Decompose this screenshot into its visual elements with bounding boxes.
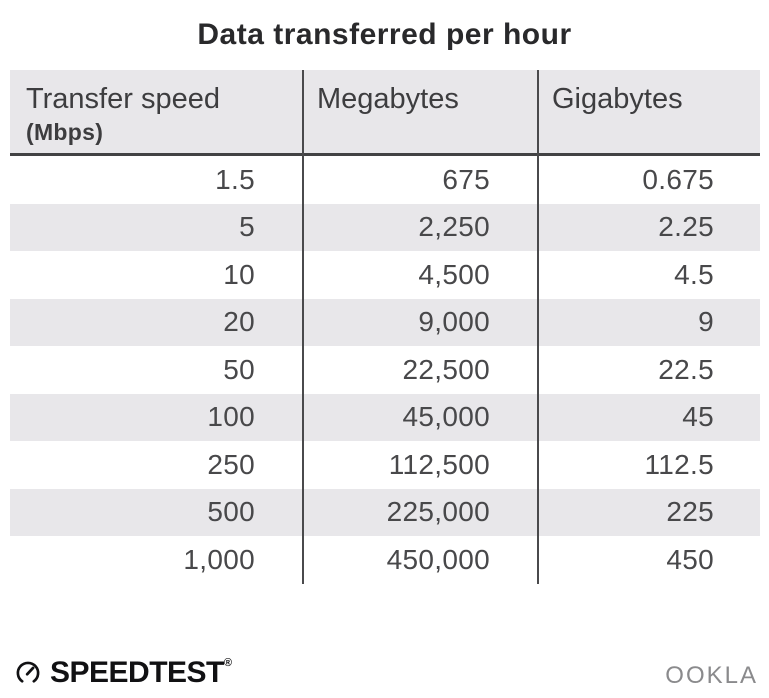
cell-gigabytes: 2.25: [658, 211, 714, 243]
column-divider: [537, 70, 539, 584]
cell-gigabytes: 22.5: [658, 353, 714, 385]
data-table: Transfer speed (Mbps) Megabytes Gigabyte…: [10, 70, 760, 584]
column-divider: [302, 70, 304, 584]
speedtest-logo: SPEEDTEST®: [14, 656, 232, 690]
column-header-unit: (Mbps): [26, 118, 104, 145]
cell-megabytes: 112,500: [388, 448, 490, 480]
cell-transfer-speed: 20: [223, 306, 255, 338]
cell-gigabytes: 45: [682, 401, 714, 433]
table-row: 250 112,500 112.5: [10, 441, 760, 489]
table-row: 500 225,000 225: [10, 488, 760, 536]
speedtest-wordmark: SPEEDTEST®: [50, 656, 232, 690]
registered-trademark-mark: ®: [223, 657, 232, 669]
page-title: Data transferred per hour: [197, 18, 572, 51]
cell-gigabytes: 9: [698, 306, 714, 338]
speedtest-gauge-icon: [14, 659, 42, 687]
cell-transfer-speed: 1.5: [215, 163, 255, 195]
table-row: 50 22,500 22.5: [10, 346, 760, 394]
table-body: 1.5 675 0.675 5 2,250 2.25 10 4,500 4.5 …: [10, 156, 760, 584]
cell-transfer-speed: 50: [223, 353, 255, 385]
cell-gigabytes: 225: [666, 496, 714, 528]
cell-megabytes: 22,500: [402, 353, 490, 385]
cell-megabytes: 675: [442, 163, 490, 195]
column-header-label: Megabytes: [317, 83, 459, 115]
column-header-label: Transfer speed: [26, 83, 220, 115]
speedtest-label: SPEEDTEST: [50, 656, 224, 689]
cell-gigabytes: 0.675: [642, 163, 714, 195]
table-row: 20 9,000 9: [10, 298, 760, 346]
table-row: 1,000 450,000 450: [10, 536, 760, 584]
cell-transfer-speed: 1,000: [183, 543, 255, 575]
cell-transfer-speed: 500: [207, 496, 255, 528]
cell-megabytes: 45,000: [402, 401, 490, 433]
column-header-label: Gigabytes: [552, 83, 683, 115]
table-row: 100 45,000 45: [10, 393, 760, 441]
cell-megabytes: 2,250: [418, 211, 490, 243]
footer: SPEEDTEST® OOKLA: [0, 648, 769, 698]
table-row: 1.5 675 0.675: [10, 156, 760, 204]
table-header-row: Transfer speed (Mbps) Megabytes Gigabyte…: [10, 70, 760, 156]
column-header-gigabytes: Gigabytes: [538, 70, 760, 153]
cell-transfer-speed: 10: [223, 258, 255, 290]
ookla-logo: OOKLA: [665, 662, 758, 689]
table-row: 10 4,500 4.5: [10, 251, 760, 299]
cell-megabytes: 225,000: [386, 496, 490, 528]
cell-gigabytes: 112.5: [644, 448, 714, 480]
cell-gigabytes: 450: [666, 543, 714, 575]
cell-transfer-speed: 5: [239, 211, 255, 243]
cell-megabytes: 9,000: [418, 306, 490, 338]
cell-megabytes: 4,500: [418, 258, 490, 290]
cell-transfer-speed: 100: [207, 401, 255, 433]
cell-gigabytes: 4.5: [674, 258, 714, 290]
column-header-megabytes: Megabytes: [303, 70, 538, 153]
column-header-transfer-speed: Transfer speed (Mbps): [10, 70, 303, 153]
cell-transfer-speed: 250: [207, 448, 255, 480]
cell-megabytes: 450,000: [386, 543, 490, 575]
table-row: 5 2,250 2.25: [10, 203, 760, 251]
